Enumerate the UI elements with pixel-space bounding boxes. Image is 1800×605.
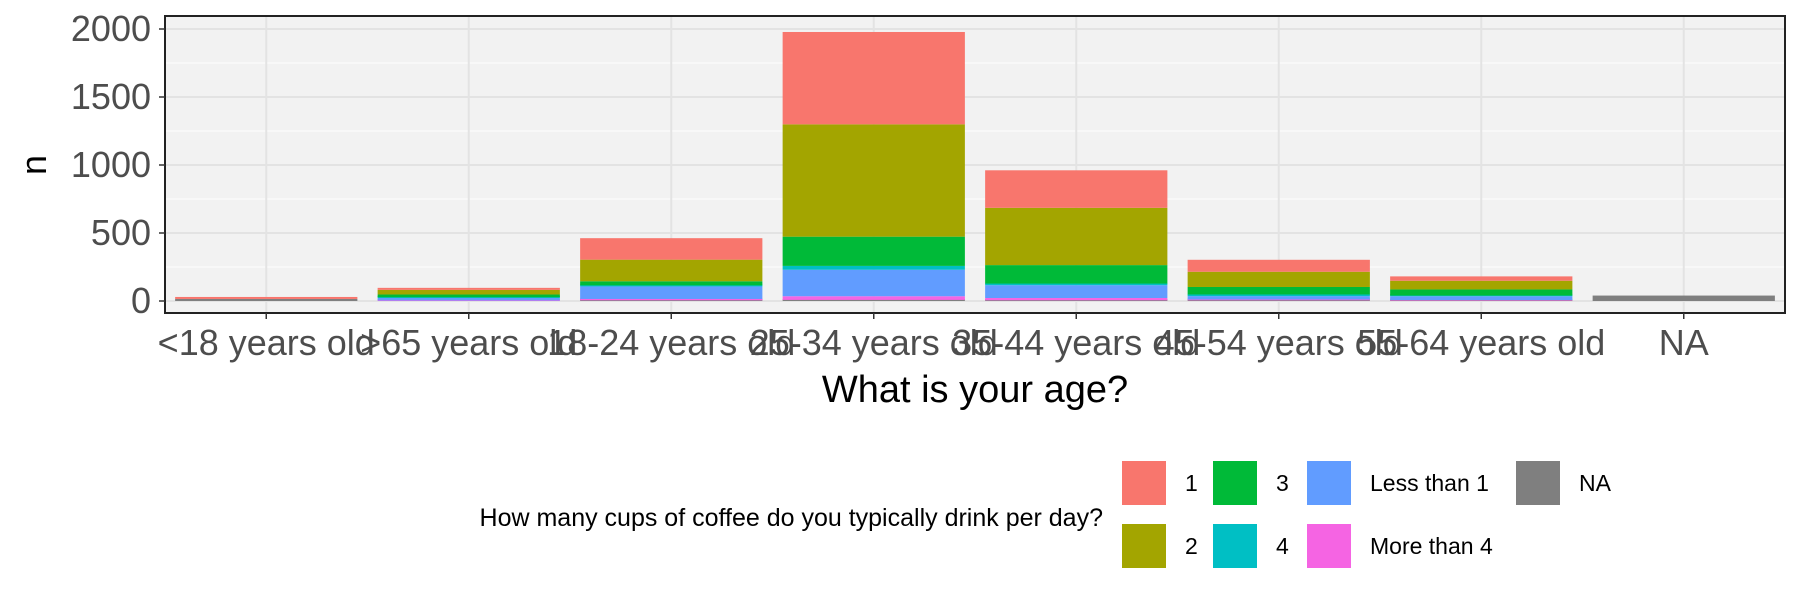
bar-segment: [377, 289, 560, 295]
bar-segment: [1592, 295, 1775, 301]
bar-segment: [175, 296, 358, 299]
x-tick-label: NA: [1659, 322, 1709, 363]
bar-segment: [377, 294, 560, 298]
bar-segment: [782, 296, 965, 300]
bar-segment: [782, 124, 965, 237]
bar-segment: [985, 207, 1168, 266]
bar-segment: [985, 170, 1168, 208]
y-tick-label: 0: [131, 280, 151, 321]
bar-segment: [782, 269, 965, 297]
legend: How many cups of coffee do you typically…: [480, 461, 1612, 568]
bar-segment: [782, 31, 965, 125]
bar-segment: [1390, 276, 1573, 281]
x-tick-label: >65 years old: [360, 322, 577, 363]
bar-segment: [580, 259, 763, 282]
legend-key: [1307, 524, 1351, 568]
bar-segment: [1187, 296, 1370, 300]
bar-segment: [1390, 289, 1573, 296]
bar-segment: [782, 299, 965, 301]
x-axis-title: What is your age?: [822, 369, 1128, 411]
x-tick-label: 45-54 years old: [1155, 322, 1403, 363]
bar-segment: [1187, 271, 1370, 287]
bar-segment: [985, 283, 1168, 286]
legend-key: [1213, 461, 1257, 505]
legend-label: 3: [1276, 470, 1289, 496]
bar-segment: [985, 285, 1168, 298]
bar-segment: [580, 238, 763, 260]
bar-segment: [782, 236, 965, 266]
bar-segment: [175, 298, 358, 301]
legend-key: [1213, 524, 1257, 568]
x-tick-label: 18-24 years old: [547, 322, 795, 363]
bar-segment: [985, 265, 1168, 284]
grid-lines: [165, 16, 1785, 313]
bar-segment: [377, 287, 560, 290]
legend-label: 4: [1276, 533, 1289, 559]
bar-segment: [782, 265, 965, 270]
y-tick-label: 500: [91, 212, 151, 253]
bar-segment: [580, 281, 763, 286]
legend-key: [1307, 461, 1351, 505]
x-tick-label: <18 years old: [158, 322, 375, 363]
bar-segment: [1390, 280, 1573, 290]
bar-segment: [580, 286, 763, 299]
y-tick-label: 1000: [71, 144, 151, 185]
bar-segment: [1187, 294, 1370, 297]
bar-segment: [1390, 296, 1573, 301]
legend-key: [1122, 461, 1166, 505]
bar-segment: [580, 284, 763, 287]
bar-segment: [1187, 259, 1370, 272]
legend-label: More than 4: [1370, 533, 1493, 559]
legend-key: [1122, 524, 1166, 568]
legend-label: 2: [1185, 533, 1198, 559]
legend-label: NA: [1579, 470, 1612, 496]
legend-label: 1: [1185, 470, 1198, 496]
x-tick-label: 35-44 years old: [952, 322, 1200, 363]
legend-key: [1516, 461, 1560, 505]
x-tick-label: 25-34 years old: [750, 322, 998, 363]
legend-title: How many cups of coffee do you typically…: [480, 504, 1103, 532]
y-tick-label: 1500: [71, 76, 151, 117]
y-axis-title: n: [13, 155, 54, 175]
legend-label: Less than 1: [1370, 470, 1489, 496]
y-tick-label: 2000: [71, 8, 151, 49]
bar-segment: [377, 298, 560, 301]
bar-segment: [1187, 286, 1370, 295]
bar-segment: [985, 298, 1168, 301]
bars: [175, 31, 1775, 301]
x-tick-label: 55-64 years old: [1357, 322, 1605, 363]
y-axis: 0 500 1000 1500 2000: [71, 8, 165, 321]
bar-segment: [580, 298, 763, 301]
